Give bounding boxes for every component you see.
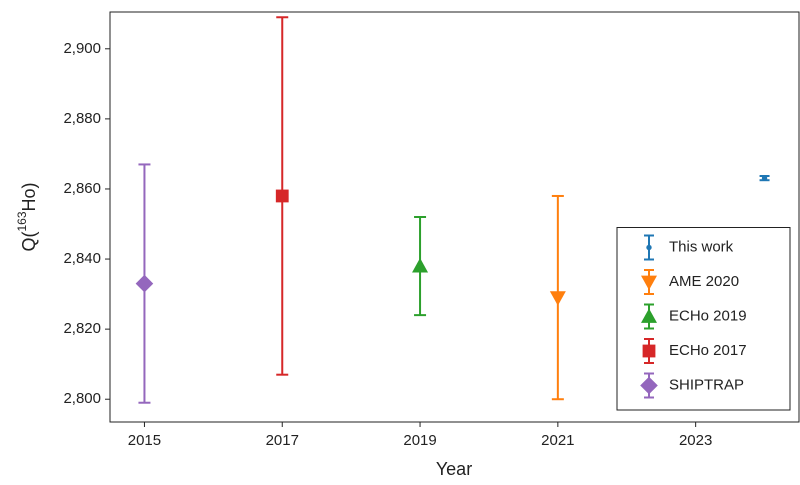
y-tick-label: 2,800: [63, 390, 101, 407]
legend-marker: [646, 244, 652, 251]
legend-label: AME 2020: [669, 273, 739, 290]
marker: [135, 274, 154, 293]
x-tick-label: 2021: [541, 432, 574, 449]
x-axis-label: Year: [436, 459, 472, 479]
x-tick-label: 2023: [679, 432, 712, 449]
y-tick-label: 2,820: [63, 320, 101, 337]
legend-label: ECHo 2019: [669, 307, 747, 324]
y-tick-label: 2,880: [63, 110, 101, 127]
marker: [549, 291, 566, 306]
plot-frame: [109, 11, 800, 423]
x-tick-label: 2015: [128, 432, 161, 449]
x-tick-label: 2017: [266, 432, 299, 449]
y-tick-label: 2,900: [63, 40, 101, 57]
y-label-prefix: Q(: [19, 232, 39, 252]
legend-marker: [641, 308, 657, 323]
legend-label: This work: [669, 238, 734, 255]
y-axis-label: Q(163Ho): [15, 182, 39, 251]
legend-marker: [640, 376, 658, 395]
marker: [412, 258, 429, 273]
legend-box: [616, 227, 791, 411]
y-tick-label: 2,840: [63, 250, 101, 267]
y-label-sup: 163: [15, 211, 29, 231]
marker: [275, 189, 289, 203]
y-label-suffix: Ho): [19, 182, 39, 211]
x-tick-label: 2019: [403, 432, 436, 449]
legend-marker: [642, 344, 656, 358]
legend-label: ECHo 2017: [669, 342, 747, 359]
marker: [761, 175, 768, 181]
legend-marker: [641, 275, 657, 290]
y-tick-label: 2,860: [63, 180, 101, 197]
legend-label: SHIPTRAP: [669, 376, 744, 393]
